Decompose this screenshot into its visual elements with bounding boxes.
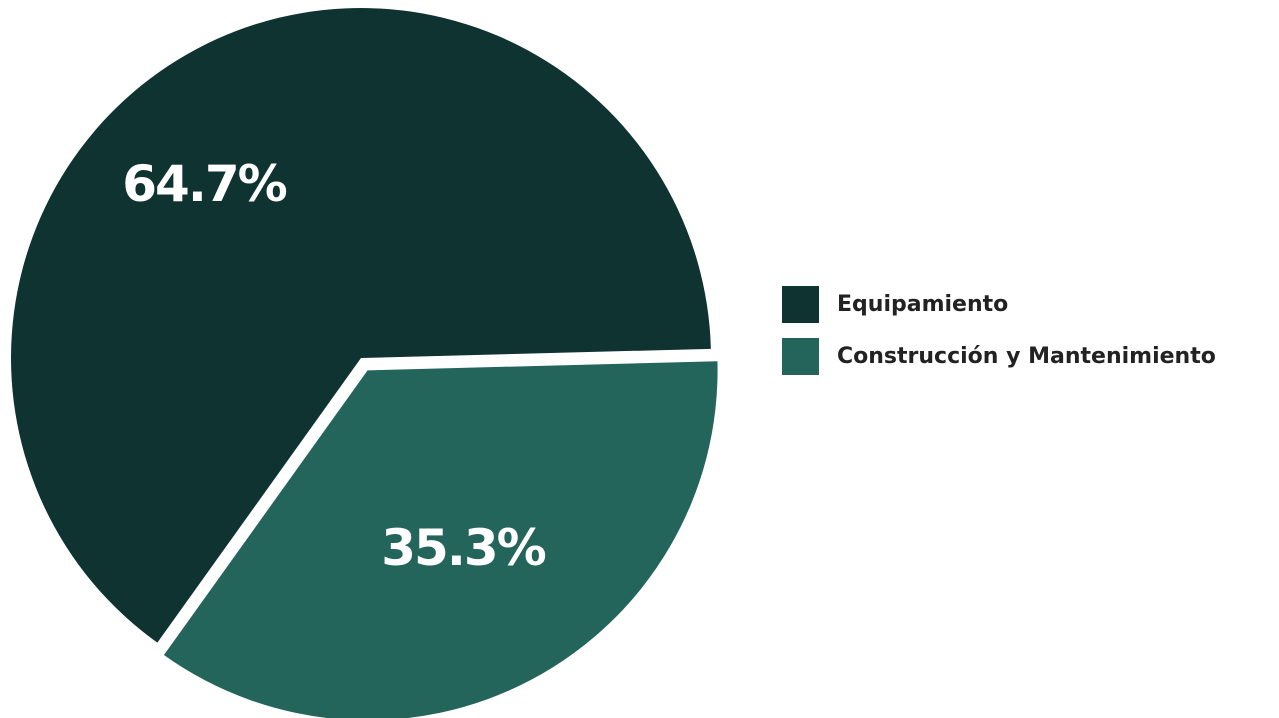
legend-label-construccion-y-mantenimiento: Construcción y Mantenimiento bbox=[837, 344, 1216, 369]
slice-label-equipamiento: 64.7% bbox=[122, 155, 286, 213]
legend-swatch-construccion-y-mantenimiento bbox=[782, 338, 819, 375]
chart-legend: Equipamiento Construcción y Mantenimient… bbox=[782, 286, 1216, 390]
legend-label-equipamiento: Equipamiento bbox=[837, 292, 1009, 317]
pie-slice-construccion-y-mantenimiento[interactable] bbox=[163, 361, 718, 718]
pie-slice-equipamiento[interactable] bbox=[10, 7, 711, 643]
legend-item-construccion-y-mantenimiento[interactable]: Construcción y Mantenimiento bbox=[782, 338, 1216, 375]
legend-item-equipamiento[interactable]: Equipamiento bbox=[782, 286, 1216, 323]
legend-swatch-equipamiento bbox=[782, 286, 819, 323]
slice-label-construccion-y-mantenimiento: 35.3% bbox=[381, 519, 545, 577]
